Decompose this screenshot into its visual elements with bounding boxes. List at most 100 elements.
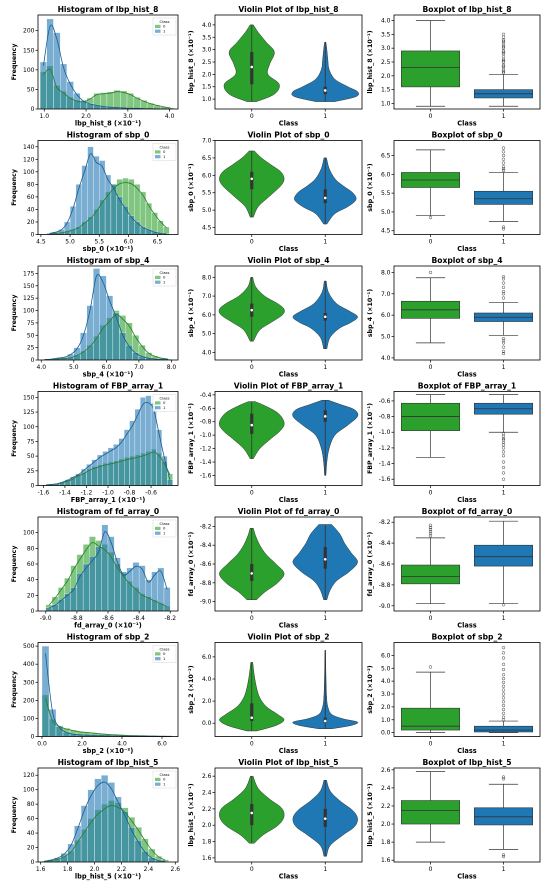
histogram-frame <box>37 14 179 110</box>
histogram-xlabel: FBP_array_1 (×10⁻¹) <box>71 496 145 504</box>
histogram-bar <box>107 782 115 863</box>
histogram-xtick-label: 5.0 <box>65 239 75 246</box>
violin-median <box>323 89 327 92</box>
violin-ytick-label: -1.4 <box>200 459 212 466</box>
violin-title: Violin Plot of sbp_0 <box>247 131 329 140</box>
box-outlier <box>501 345 506 349</box>
legend-title: Class <box>160 772 170 777</box>
box-body <box>400 50 460 88</box>
violin-xtick-label: 0 <box>250 615 254 622</box>
histogram-ytick-label: 0 <box>31 357 35 364</box>
histogram-ytick-label: 400 <box>23 661 35 668</box>
box-outlier <box>501 662 506 667</box>
box-outlier <box>501 854 506 859</box>
box-outlier <box>428 270 433 275</box>
violin-xlabel: Class <box>279 120 298 128</box>
boxplot-xtick-label: 1 <box>502 615 506 622</box>
histogram-bar <box>75 184 82 235</box>
legend-label: 1 <box>163 656 166 661</box>
histogram-panel: 0 25 50 75 100 125 150 175 4.0 5.0 6.0 7.0 8.0 Histog… <box>11 256 179 379</box>
histogram-bar <box>157 220 164 235</box>
violin-ytick-label: 5.0 <box>202 331 212 338</box>
histogram-ytick-label: 125 <box>23 409 35 416</box>
histogram-ytick-label: 50 <box>27 453 35 460</box>
box-outlier <box>501 225 506 229</box>
boxplot-title: Boxplot of fd_array_0 <box>422 507 513 516</box>
boxplot-ytick-label: 6.5 <box>381 153 391 160</box>
histogram-bar <box>167 479 173 486</box>
violin-panel: -1.6 -1.4 -1.2 -1.0 -0.8 -0.6 -0.4 0 1 Violin Plo… <box>188 382 363 504</box>
histogram-bar <box>132 352 140 361</box>
histogram-bar <box>74 825 82 863</box>
histogram-ytick-label: 40 <box>27 206 35 213</box>
histogram-ytick-label: 200 <box>23 28 35 35</box>
legend-swatch <box>155 652 161 656</box>
box-body <box>400 707 460 731</box>
box-outlier <box>428 665 433 669</box>
histogram-bar <box>41 645 50 737</box>
box-outlier <box>501 432 506 436</box>
boxplot-xlabel: Class <box>457 245 476 253</box>
box-outlier <box>501 603 506 607</box>
histogram-title: Histogram of sbp_2 <box>67 633 150 642</box>
legend-swatch <box>155 150 161 154</box>
boxplot-ytick-label: -8.4 <box>379 540 391 547</box>
violin-iqr <box>323 189 327 204</box>
legend-label: 0 <box>163 24 166 29</box>
box-outlier <box>428 534 433 538</box>
box-outlier <box>501 50 506 54</box>
legend-label: 1 <box>163 279 166 284</box>
kde-line <box>45 653 172 737</box>
histogram-ytick-label: 100 <box>23 530 35 537</box>
boxplot-ytick-label: 1.8 <box>381 839 391 846</box>
violin-xtick-label: 1 <box>323 239 327 246</box>
histogram-panel: 0 100 200 300 400 500 0.0 2.0 4.0 6.0 Histogram of… <box>11 633 179 755</box>
boxplot-ytick-label: 4.0 <box>381 678 391 685</box>
histogram-xlabel: sbp_2 (×10⁻²) <box>83 747 134 755</box>
histogram-bar <box>134 840 142 863</box>
histogram-bar <box>107 447 114 486</box>
histogram-xtick-label: 6.0 <box>124 239 134 246</box>
legend-swatch <box>155 155 161 159</box>
violin-ytick-label: -9.0 <box>200 599 212 606</box>
kde-line <box>48 531 168 609</box>
boxplot-xlabel: Class <box>457 496 476 504</box>
boxplot-ylabel: lbp_hist_5 (×10⁻¹) <box>367 783 374 846</box>
box-outlier <box>501 853 506 857</box>
boxplot-ylabel: sbp_2 (×10⁻²) <box>367 665 374 713</box>
boxplot-ytick-label: 0.0 <box>381 730 391 737</box>
histogram-xtick-label: -9.0 <box>40 615 52 622</box>
boxplot-frame <box>393 265 541 361</box>
histogram-xtick-label: 5.0 <box>69 364 79 371</box>
violin-xlabel: Class <box>279 622 298 630</box>
legend-title: Class <box>160 19 170 24</box>
violin-title: Violin Plot of lbp_hist_8 <box>238 5 338 14</box>
violin-median <box>323 719 327 723</box>
histogram-xtick-label: 3.0 <box>123 113 133 120</box>
box-outlier <box>428 529 433 534</box>
histogram-bar <box>80 805 88 863</box>
box-outlier <box>501 446 506 450</box>
histogram-title: Histogram of FBP_array_1 <box>53 382 163 391</box>
boxplot-panel: 4.0 5.0 6.0 7.0 8.0 0 1 Boxplot of sbp_4 Class sb… <box>367 256 541 379</box>
boxplot-ytick-label: 2.0 <box>381 704 391 711</box>
boxplot-frame <box>393 140 541 235</box>
violin-median <box>250 572 254 575</box>
violin-ytick-label: -8.8 <box>200 580 212 587</box>
histogram-ylabel: Frequency <box>11 44 18 81</box>
histogram-ytick-label: 75 <box>27 438 35 445</box>
histogram-bar <box>93 156 100 235</box>
kde-line <box>49 182 167 235</box>
histogram-ytick-label: 60 <box>27 194 35 201</box>
legend-title: Class <box>160 270 170 275</box>
histogram-bar <box>106 295 114 361</box>
histogram-title: Histogram of lbp_hist_5 <box>58 758 159 767</box>
boxplot-xlabel: Class <box>457 873 476 881</box>
box-outlier <box>501 153 506 158</box>
boxplot-ytick-label: 3.5 <box>381 31 391 38</box>
